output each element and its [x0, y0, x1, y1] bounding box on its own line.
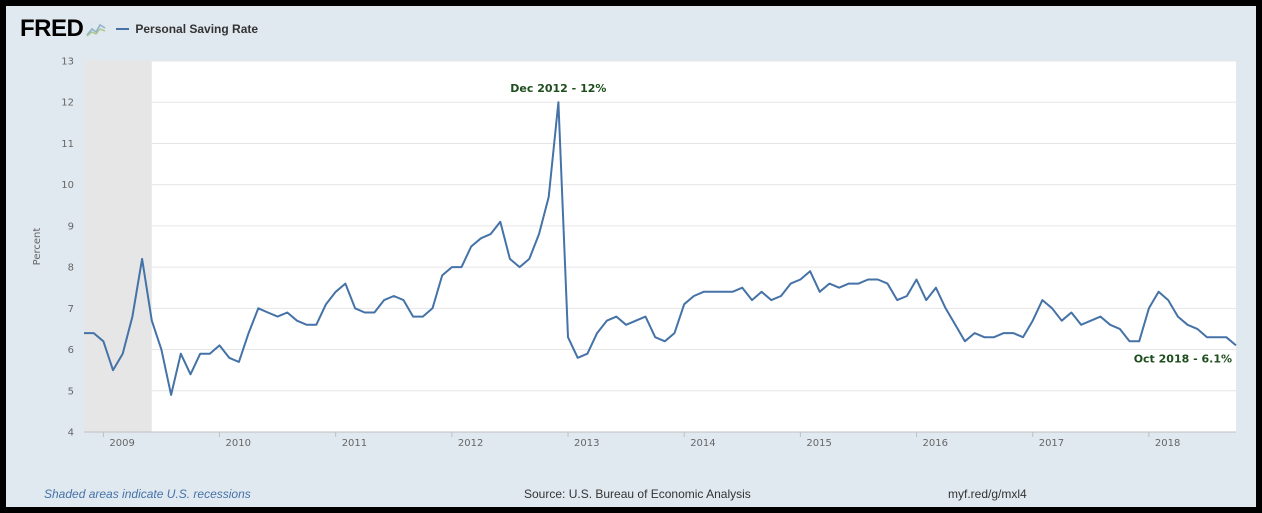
- series-line: [84, 101, 1237, 396]
- y-axis-label: Percent: [32, 228, 43, 266]
- y-tick-label: 4: [68, 428, 74, 439]
- y-tick-label: 11: [61, 139, 74, 150]
- x-tick-label: 2015: [806, 438, 831, 449]
- x-tick-label: 2010: [226, 438, 251, 449]
- y-tick-label: 6: [68, 345, 74, 356]
- x-tick-label: 2017: [1039, 438, 1064, 449]
- x-tick-label: 2018: [1155, 438, 1180, 449]
- x-tick-label: 2016: [923, 438, 948, 449]
- recession-note: Shaded areas indicate U.S. recessions: [44, 487, 251, 501]
- x-tick-label: 2013: [574, 438, 599, 449]
- source-text: Source: U.S. Bureau of Economic Analysis: [524, 487, 751, 501]
- chart-header: FRED Personal Saving Rate: [20, 15, 258, 43]
- short-link[interactable]: myf.red/g/mxl4: [948, 487, 1027, 501]
- x-tick-label: 2014: [690, 438, 715, 449]
- legend-swatch: [116, 28, 130, 30]
- fred-logo[interactable]: FRED: [20, 15, 84, 42]
- y-tick-label: 5: [68, 386, 74, 397]
- recession-band: [84, 61, 152, 432]
- y-tick-label: 8: [68, 263, 74, 274]
- point-annotation: Dec 2012 - 12%: [510, 82, 606, 95]
- point-annotation: Oct 2018 - 6.1%: [1134, 352, 1232, 365]
- y-tick-label: 7: [68, 304, 74, 315]
- x-tick-label: 2012: [458, 438, 483, 449]
- chart-frame: FRED Personal Saving Rate 4 5 6 7 8 9 10 11 12 13…: [6, 6, 1256, 507]
- line-chart-icon: [86, 21, 107, 37]
- legend-series-label[interactable]: Personal Saving Rate: [135, 22, 259, 36]
- y-tick-label: 12: [61, 98, 74, 109]
- plot-area: [84, 61, 1236, 432]
- y-tick-label: 10: [61, 180, 74, 191]
- y-tick-label: 9: [68, 221, 74, 232]
- y-tick-label: 13: [61, 57, 74, 68]
- x-tick-label: 2009: [109, 438, 134, 449]
- line-chart[interactable]: 4 5 6 7 8 9 10 11 12 13 Percent 2009 2010 2011 2012 201…: [12, 12, 1250, 478]
- x-tick-label: 2011: [342, 438, 367, 449]
